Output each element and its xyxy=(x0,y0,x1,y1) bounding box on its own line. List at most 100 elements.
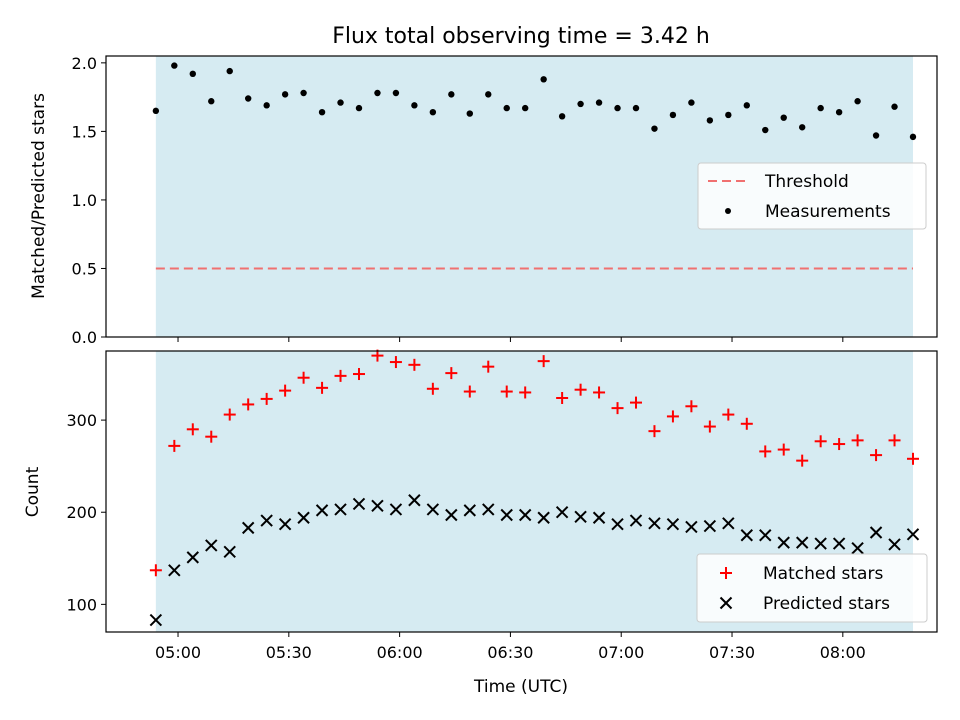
matched-star-point xyxy=(371,349,384,362)
measurement-point xyxy=(540,76,547,83)
predicted-star-point xyxy=(241,521,255,535)
predicted-star-point xyxy=(703,519,717,533)
measurement-point xyxy=(244,95,252,102)
x-axis-label: Time (UTC) xyxy=(473,677,568,697)
predicted-star-point xyxy=(223,545,236,559)
predicted-marker-b xyxy=(463,504,477,517)
predicted-star-point xyxy=(352,497,366,511)
measurement-point xyxy=(411,102,418,109)
predicted-marker-b xyxy=(832,537,846,550)
matched-star-point xyxy=(186,423,199,436)
measurement-point xyxy=(688,99,695,106)
predicted-marker-b xyxy=(426,503,440,516)
predicted-marker-b xyxy=(445,508,458,522)
matched-star-point xyxy=(389,356,402,369)
predicted-star-point xyxy=(740,529,754,542)
matched-star-point xyxy=(242,398,255,411)
predicted-star-point xyxy=(168,564,181,577)
predicted-star-point xyxy=(445,508,458,522)
x-tick-label: 07:30 xyxy=(709,643,755,662)
predicted-marker-b xyxy=(408,494,421,507)
measurement-point xyxy=(429,109,437,116)
predicted-star-point xyxy=(297,511,310,524)
y-tick-label: 0.0 xyxy=(72,328,97,347)
predicted-star-point xyxy=(315,504,329,517)
matched-star-point xyxy=(463,385,476,398)
legend-threshold-label: Threshold xyxy=(764,172,849,192)
measurement-point xyxy=(226,67,233,75)
x-tick-label: 05:00 xyxy=(155,643,201,662)
measurement-point xyxy=(152,107,160,115)
matched-star-point xyxy=(870,449,883,462)
predicted-marker-b xyxy=(574,510,587,524)
predicted-star-point xyxy=(537,511,550,524)
measurement-point xyxy=(558,113,566,120)
predicted-marker-b xyxy=(814,537,827,550)
measurement-point xyxy=(263,102,270,109)
measurement-point xyxy=(780,114,787,121)
predicted-marker-b xyxy=(315,504,329,517)
bottom-legend: Matched stars Predicted stars xyxy=(696,553,928,623)
matched-star-point xyxy=(408,358,421,371)
matched-star-point xyxy=(574,383,587,396)
measurement-point xyxy=(798,124,806,131)
y-tick-label: 0.5 xyxy=(72,259,97,278)
predicted-marker-b xyxy=(759,529,772,542)
predicted-marker-b xyxy=(722,517,735,530)
matched-star-point xyxy=(445,367,458,380)
measurement-point xyxy=(614,104,621,112)
matched-star-point xyxy=(316,381,329,394)
predicted-marker-b xyxy=(500,508,513,522)
matched-star-point xyxy=(888,434,901,447)
matched-star-point xyxy=(740,417,753,430)
x-tick-label: 06:30 xyxy=(487,643,533,662)
predicted-star-point xyxy=(611,517,624,531)
predicted-star-point xyxy=(869,526,883,539)
matched-star-point xyxy=(722,408,735,421)
predicted-star-point xyxy=(278,517,292,531)
predicted-star-point xyxy=(574,510,587,524)
predicted-star-point xyxy=(408,494,421,507)
legend-measurements-label: Measurements xyxy=(765,202,891,222)
predicted-star-point xyxy=(814,537,827,550)
matched-star-point xyxy=(223,408,236,421)
axes-frame xyxy=(105,55,938,338)
legend-predicted-swatch xyxy=(719,596,733,610)
predicted-marker-b xyxy=(851,541,864,555)
predicted-star-point xyxy=(592,511,606,524)
predicted-star-point xyxy=(648,517,661,530)
predicted-marker-b xyxy=(685,520,698,534)
x-tick-label: 08:00 xyxy=(820,643,866,662)
y-tick-label: 1.0 xyxy=(72,191,97,210)
y-tick-label: 300 xyxy=(66,411,97,430)
predicted-marker-b xyxy=(537,511,550,524)
measurement-point xyxy=(817,104,824,112)
predicted-star-point xyxy=(722,517,735,530)
legend-predicted-label: Predicted stars xyxy=(763,594,890,614)
predicted-marker-b xyxy=(186,551,200,564)
predicted-marker-b xyxy=(241,521,255,535)
top-y-axis-label: Matched/Predicted stars xyxy=(29,93,49,299)
measurement-point xyxy=(577,100,584,108)
predicted-marker-b xyxy=(592,511,606,524)
predicted-star-point xyxy=(555,506,569,519)
predicted-marker-b xyxy=(703,519,717,533)
predicted-star-point xyxy=(371,499,384,512)
measurement-point xyxy=(171,62,178,69)
predicted-marker-b xyxy=(906,528,920,541)
legend-box xyxy=(696,553,928,623)
measurement-point xyxy=(595,99,603,106)
predicted-star-point xyxy=(906,528,920,541)
predicted-marker-b xyxy=(205,539,218,552)
legend-box xyxy=(697,162,927,230)
predicted-marker-b xyxy=(518,508,532,522)
predicted-marker-b xyxy=(555,506,569,519)
count-panel: 100 200 300 05:00 05:30 06:00 06:30 07:00 07:30 0… xyxy=(66,349,938,662)
predicted-star-point xyxy=(426,503,440,516)
measurement-point xyxy=(392,89,400,97)
matched-star-point xyxy=(685,400,698,413)
measurement-point xyxy=(189,70,196,78)
predicted-star-point xyxy=(260,514,273,527)
predicted-star-point xyxy=(629,514,643,527)
predicted-star-point xyxy=(463,504,477,517)
